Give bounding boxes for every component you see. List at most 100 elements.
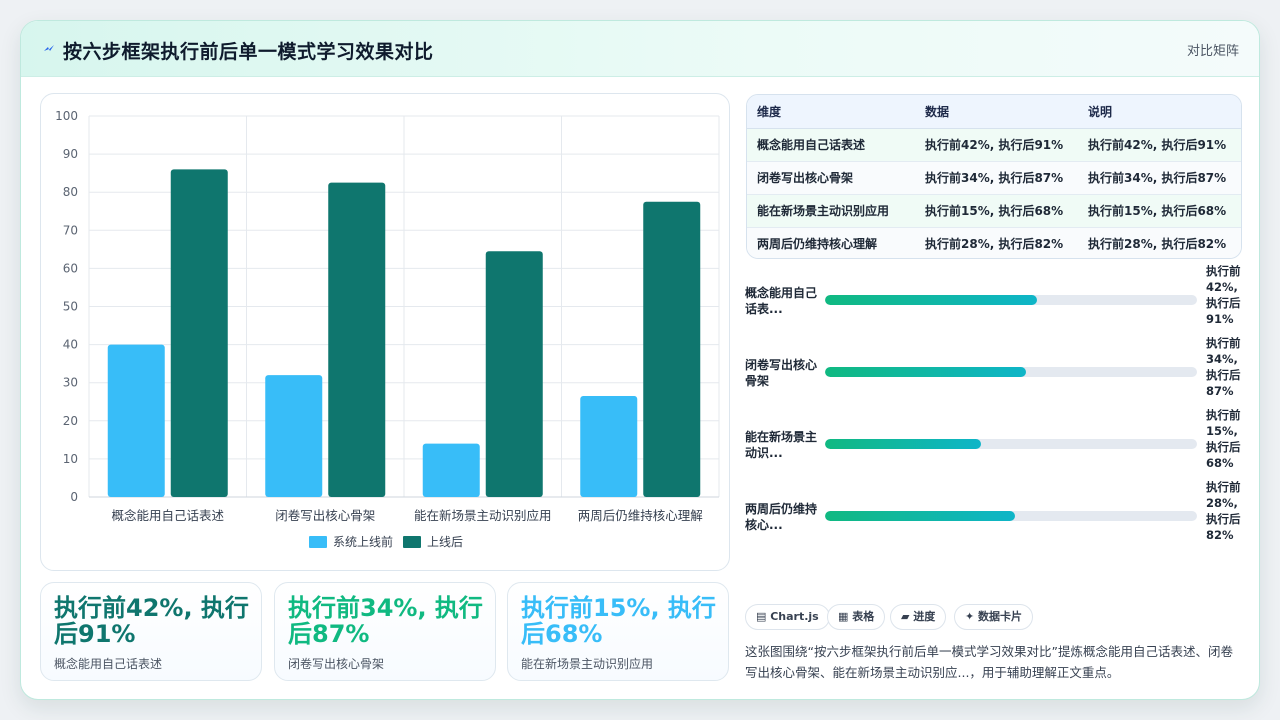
y-tick-label: 100 (55, 109, 78, 123)
kpi-card-1: 执行前42%, 执行后91% 概念能用自己话表述 (40, 582, 262, 681)
progress-track (825, 439, 1197, 449)
bar (643, 201, 701, 497)
progress-label: 能在新场景主动识... (745, 430, 818, 460)
view-mode-badge[interactable]: 对比矩阵 (1186, 44, 1239, 59)
legend-swatch (403, 536, 421, 548)
header-bar: 按六步框架执行前后单一模式学习效果对比 对比矩阵 (21, 21, 1259, 77)
kpi-label-1: 概念能用自己话表述 (54, 657, 163, 671)
kpi-value-3: 执行前15%, 执行后68% (521, 594, 716, 648)
progress-value: 执行前 15%, 执行后 68% (1206, 407, 1246, 471)
table-cell: 概念能用自己话表述 (747, 128, 915, 162)
progress-value-line: 82% (1206, 528, 1234, 542)
bar-chart: 0 10 20 30 40 50 60 70 80 90 100 概念能用自己话表述 闭卷写出核心骨架 能… (55, 109, 720, 549)
progress-label: 两周后仍维持核心... (745, 502, 818, 532)
kpi-label-3: 能在新场景主动识别应用 (521, 657, 654, 671)
progress-value-line: 执行前 (1206, 408, 1241, 422)
progress-row: 能在新场景主动识... 执行前 15%, 执行后 68% (745, 408, 1245, 475)
chip-data-cards[interactable]: ✦ 数据卡片 (954, 604, 1034, 630)
column-header-note: 说明 (1078, 95, 1241, 129)
progress-row: 闭卷写出核心骨架 执行前 34%, 执行后 87% (745, 336, 1245, 403)
y-tick-label: 50 (63, 300, 78, 314)
progress-row: 概念能用自己话表... 执行前 42%, 执行后 91% (745, 264, 1245, 331)
x-tick-label: 能在新场景主动识别应用 (414, 508, 552, 523)
y-tick-label: 60 (63, 261, 78, 275)
progress-track (825, 367, 1197, 377)
progress-fill (825, 439, 982, 449)
bar (265, 375, 323, 497)
main-card: 按六步框架执行前后单一模式学习效果对比 对比矩阵 0 10 20 30 40 50 60 70… (20, 20, 1260, 700)
y-tick-label: 30 (63, 376, 78, 390)
kpi-value-1: 执行前42%, 执行后91% (54, 594, 249, 648)
table-cell: 执行前42%, 执行后91% (1078, 128, 1241, 162)
table-cell: 执行前28%, 执行后82% (915, 227, 1078, 258)
progress-value-line: 68% (1206, 456, 1234, 470)
x-tick-label: 两周后仍维持核心理解 (578, 508, 703, 523)
progress-value-line: 执行前 (1206, 264, 1241, 278)
bar (422, 443, 480, 497)
progress-track (825, 295, 1197, 305)
progress-fill (825, 367, 1026, 377)
progress-value-line: 91% (1206, 312, 1234, 326)
chip-chartjs[interactable]: ▤ Chart.js (745, 604, 830, 630)
x-tick-label: 概念能用自己话表述 (111, 508, 224, 523)
bar (580, 396, 638, 497)
data-table: 维度 数据 说明 概念能用自己话表述 执行前42%, 执行后91% 执行前42%… (746, 94, 1242, 259)
kpi-label-2: 闭卷写出核心骨架 (288, 657, 385, 671)
progress-label: 概念能用自己话表... (745, 286, 818, 316)
y-tick-label: 0 (70, 490, 78, 504)
progress-value: 执行前 42%, 执行后 91% (1206, 263, 1246, 327)
progress-value-line: 执行后 (1206, 368, 1241, 382)
table-cell: 能在新场景主动识别应用 (747, 194, 915, 228)
progress-value-line: 42%, (1206, 280, 1238, 294)
column-header-dimension: 维度 (747, 95, 915, 129)
table-cell: 两周后仍维持核心理解 (747, 227, 915, 258)
progress-value: 执行前 34%, 执行后 87% (1206, 335, 1246, 399)
x-tick-label: 闭卷写出核心骨架 (275, 508, 375, 523)
bar (170, 169, 228, 497)
kpi-value-2: 执行前34%, 执行后87% (288, 594, 483, 648)
progress-value-line: 执行后 (1206, 440, 1241, 454)
table-header-row: 维度 数据 说明 (747, 95, 1241, 129)
table-row: 概念能用自己话表述 执行前42%, 执行后91% 执行前42%, 执行后91% (747, 128, 1241, 162)
bar (107, 344, 165, 497)
page-title: 按六步框架执行前后单一模式学习效果对比 (63, 41, 434, 63)
progress-value-line: 34%, (1206, 352, 1238, 366)
progress-row: 两周后仍维持核心... 执行前 28%, 执行后 82% (745, 480, 1245, 547)
table-row: 能在新场景主动识别应用 执行前15%, 执行后68% 执行前15%, 执行后68… (747, 194, 1241, 228)
table-row: 闭卷写出核心骨架 执行前34%, 执行后87% 执行前34%, 执行后87% (747, 161, 1241, 195)
progress-label: 闭卷写出核心骨架 (745, 358, 818, 388)
table-cell: 执行前42%, 执行后91% (915, 128, 1078, 162)
progress-track (825, 511, 1197, 521)
progress-value-line: 15%, (1206, 424, 1238, 438)
kpi-card-3: 执行前15%, 执行后68% 能在新场景主动识别应用 (507, 582, 729, 681)
table-row: 两周后仍维持核心理解 执行前28%, 执行后82% 执行前28%, 执行后82% (747, 227, 1241, 258)
legend-label: 系统上线前 (333, 534, 393, 549)
progress-value-line: 执行后 (1206, 296, 1241, 310)
bar (485, 251, 543, 497)
table-cell: 闭卷写出核心骨架 (747, 161, 915, 195)
table-cell: 执行前28%, 执行后82% (1078, 227, 1241, 258)
y-tick-label: 80 (63, 185, 78, 199)
description-text: 这张图围绕“按六步框架执行前后单一模式学习效果对比”提炼概念能用自己话表述、闭卷… (745, 644, 1233, 680)
y-tick-label: 70 (63, 223, 78, 237)
legend-swatch (309, 536, 327, 548)
bar (328, 182, 386, 498)
table-cell: 执行前34%, 执行后87% (1078, 161, 1241, 195)
y-tick-label: 20 (63, 414, 78, 428)
progress-value-line: 执行后 (1206, 512, 1241, 526)
table-cell: 执行前34%, 执行后87% (915, 161, 1078, 195)
progress-fill (825, 295, 1038, 305)
progress-value-line: 执行前 (1206, 336, 1241, 350)
kpi-card-2: 执行前34%, 执行后87% 闭卷写出核心骨架 (274, 582, 496, 681)
chip-table[interactable]: ▦ 表格 (827, 604, 886, 630)
chip-progress[interactable]: ▰ 进度 (890, 604, 947, 630)
progress-value-line: 28%, (1206, 496, 1238, 510)
legend-label: 上线后 (427, 535, 463, 549)
y-tick-label: 90 (63, 147, 78, 161)
bar-chart-panel: 0 10 20 30 40 50 60 70 80 90 100 概念能用自己话表述 闭卷写出核心骨架 能… (40, 93, 730, 571)
column-header-data: 数据 (915, 95, 1078, 129)
lightning-icon (44, 45, 54, 51)
y-tick-label: 10 (63, 452, 78, 466)
y-tick-label: 40 (63, 338, 78, 352)
progress-value-line: 执行前 (1206, 480, 1241, 494)
